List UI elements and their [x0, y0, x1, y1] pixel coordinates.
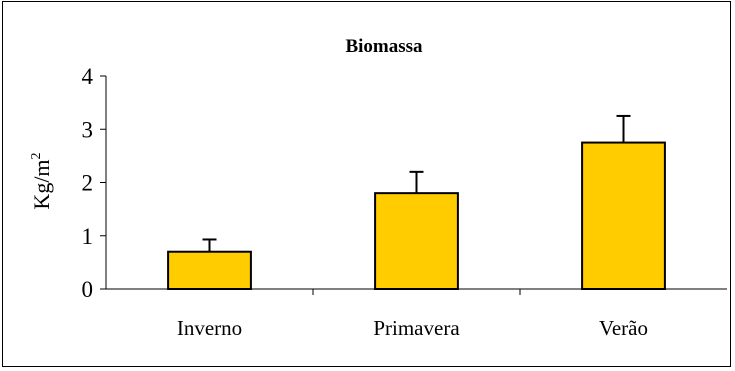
y-axis-label-text: Kg/m	[29, 159, 54, 209]
chart-title: Biomassa	[345, 36, 423, 57]
y-tick-label: 3	[82, 117, 94, 142]
error-bars	[202, 114, 631, 252]
bar	[167, 250, 252, 291]
y-axis-label: Kg/m2	[29, 152, 54, 209]
y-tick-label: 0	[82, 277, 94, 302]
bar	[581, 141, 666, 290]
bars	[167, 141, 666, 291]
y-axis-label-superscript: 2	[29, 152, 44, 159]
x-tick-labels: Inverno Primavera Verão	[177, 316, 648, 340]
x-tick-label: Primavera	[373, 316, 460, 340]
x-tick-label: Inverno	[177, 316, 242, 340]
bar	[374, 192, 459, 290]
y-axis: 0 1 2 3 4	[82, 64, 107, 302]
y-tick-label: 1	[82, 224, 94, 249]
y-tick-label: 2	[82, 171, 94, 196]
y-tick-label: 4	[82, 64, 94, 89]
x-tick-label: Verão	[599, 316, 648, 340]
